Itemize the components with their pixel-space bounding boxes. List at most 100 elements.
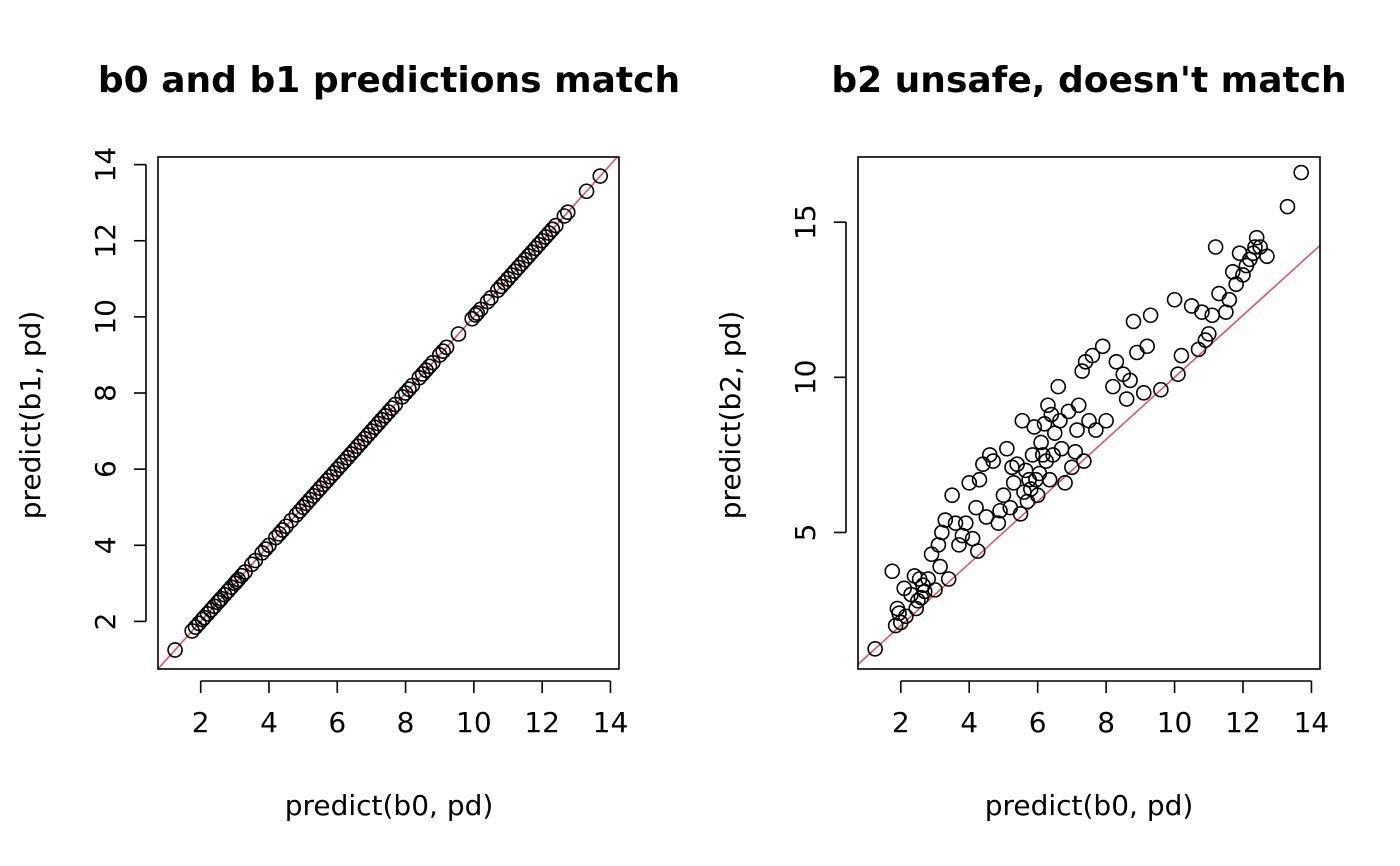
right-data-point <box>951 537 967 553</box>
right-data-point <box>1221 291 1238 308</box>
right-x-tick-label: 4 <box>960 706 978 739</box>
right-plot-area: 2 4 6 8 10 12 14 5 10 15 <box>789 156 1330 739</box>
left-y-tick-label: 6 <box>89 460 122 478</box>
left-data-point <box>274 522 291 538</box>
right-data-point <box>961 475 978 491</box>
left-x-tick-label: 10 <box>456 706 492 739</box>
right-data-point <box>920 571 936 587</box>
left-y-axis-label: predict(b1, pd) <box>14 311 47 520</box>
right-data-point <box>1293 164 1309 181</box>
right-data-point <box>1033 434 1049 451</box>
right-data-point <box>1024 447 1041 463</box>
right-data-point <box>978 509 995 525</box>
left-data-point <box>559 204 576 220</box>
right-reference-line <box>858 244 1320 665</box>
right-data-point <box>1279 198 1296 215</box>
left-x-axis-label: predict(b0, pd) <box>285 789 494 822</box>
left-data-point <box>228 573 245 590</box>
right-data-point <box>1026 419 1043 435</box>
left-x-tick-label: 8 <box>397 706 415 739</box>
left-data-point <box>578 183 595 200</box>
right-y-tick-label: 10 <box>789 359 822 395</box>
left-x-tick-label: 12 <box>524 706 560 739</box>
left-data-point <box>233 567 250 584</box>
right-data-point <box>944 487 960 504</box>
left-data-point <box>244 556 260 573</box>
right-data-point <box>1012 506 1029 522</box>
right-x-tick-label: 14 <box>1294 706 1330 739</box>
right-data-point <box>1014 412 1031 429</box>
left-x-tick-label: 6 <box>328 706 346 739</box>
right-data-point <box>1207 239 1224 255</box>
left-data-point <box>556 208 573 224</box>
left-data-point <box>278 518 294 535</box>
right-data-point <box>985 453 1001 469</box>
left-y-tick-label: 4 <box>89 536 122 554</box>
left-data-point <box>438 339 455 356</box>
right-data-point <box>1069 422 1085 438</box>
left-data-point <box>467 307 484 323</box>
right-data-point <box>1122 372 1138 389</box>
right-x-axis-label: predict(b0, pd) <box>985 789 1194 822</box>
left-data-point <box>211 592 228 609</box>
right-data-point <box>995 487 1012 504</box>
right-data-point <box>1135 385 1152 401</box>
right-data-point <box>1108 353 1125 370</box>
right-data-point <box>1235 267 1251 283</box>
right-panel: b2 unsafe, doesn't match predict(b0, pd)… <box>714 60 1347 822</box>
right-data-point <box>992 502 1008 519</box>
left-x-tick-label: 2 <box>192 706 210 739</box>
left-x-tick-label: 4 <box>260 706 278 739</box>
right-y-axis-label: predict(b2, pd) <box>714 311 747 520</box>
right-chart-title: b2 unsafe, doesn't match <box>831 60 1346 101</box>
right-data-point <box>898 608 914 625</box>
right-data-point <box>1084 347 1101 364</box>
right-data-point <box>927 582 943 598</box>
left-data-point <box>464 310 480 327</box>
right-data-point <box>1200 326 1217 342</box>
right-data-point <box>1098 412 1114 429</box>
right-data-point <box>1153 381 1169 398</box>
left-data-point <box>469 305 486 321</box>
left-reference-line <box>158 157 619 669</box>
right-x-tick-label: 8 <box>1097 706 1115 739</box>
right-data-point <box>891 605 907 621</box>
right-data-point <box>1088 422 1104 438</box>
left-panel: b0 and b1 predictions match predict(b0, … <box>14 60 680 822</box>
left-chart-title: b0 and b1 predictions match <box>98 60 680 101</box>
right-data-point <box>1173 347 1190 364</box>
right-data-point <box>1029 487 1046 504</box>
right-data-point <box>937 512 954 528</box>
right-data-point <box>1070 397 1087 414</box>
left-data-point <box>421 358 438 375</box>
left-data-point <box>401 381 417 398</box>
right-data-point <box>1118 391 1135 407</box>
right-x-tick-label: 2 <box>892 706 910 739</box>
right-data-point <box>1067 443 1084 460</box>
right-data-point <box>1194 304 1210 320</box>
right-data-point <box>1125 313 1142 330</box>
right-data-point <box>884 563 901 580</box>
right-data-point <box>1064 459 1080 476</box>
right-data-point <box>990 515 1007 531</box>
right-x-tick-label: 6 <box>1029 706 1047 739</box>
left-y-tick-label: 12 <box>89 223 122 259</box>
right-data-point <box>1040 397 1056 414</box>
right-data-point <box>957 515 974 531</box>
right-y-tick-label: 15 <box>789 204 822 240</box>
right-data-point <box>1050 378 1066 395</box>
left-data-point <box>167 642 183 658</box>
right-data-point <box>1259 248 1275 265</box>
right-x-tick-label: 10 <box>1157 706 1193 739</box>
right-data-point <box>947 515 964 531</box>
right-data-point <box>1247 239 1263 255</box>
left-data-point <box>283 512 299 529</box>
left-y-tick-label: 14 <box>89 147 122 183</box>
left-data-point <box>435 343 451 359</box>
right-data-point <box>867 641 883 657</box>
right-data-point <box>999 440 1015 457</box>
right-data-point <box>1170 366 1186 383</box>
left-data-point <box>592 168 609 184</box>
